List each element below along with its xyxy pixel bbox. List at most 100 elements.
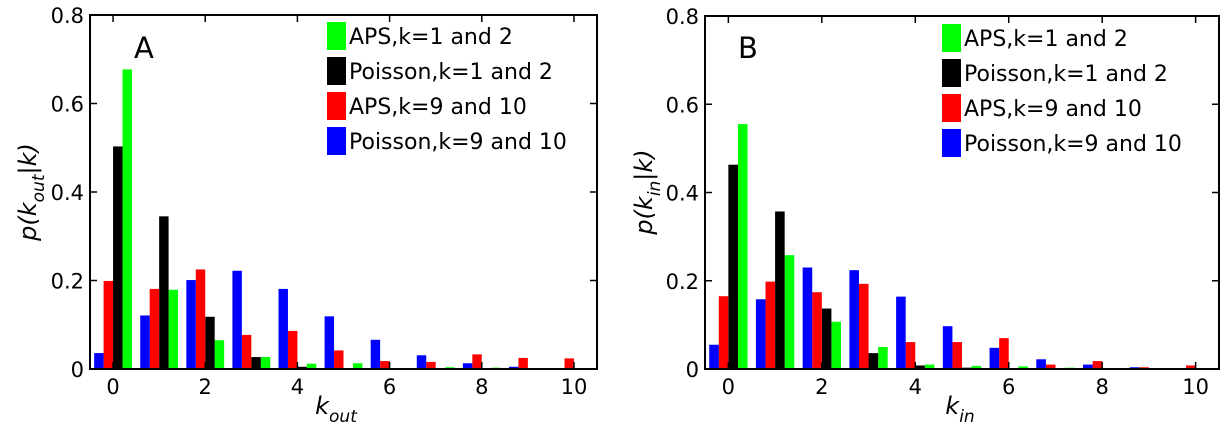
legend-label: Poisson,k=9 and 10 [964, 132, 1182, 157]
legend-swatch [327, 57, 346, 85]
legend-swatch [942, 24, 961, 52]
bar-2-x2 [821, 308, 832, 369]
legend-B: APS,k=1 and 2 Poisson,k=1 and 2 APS,k=9 an… [942, 24, 1182, 157]
x-tick-label: 10 [1182, 375, 1209, 399]
legend-label: Poisson,k=9 and 10 [349, 130, 567, 155]
x-tick-label: 8 [1095, 375, 1108, 399]
x-tick-label: 8 [475, 375, 488, 399]
bar-3-x8 [1092, 361, 1103, 369]
bar-2-x2 [205, 316, 215, 369]
bar-4-x5 [942, 326, 953, 369]
legend-swatch [327, 22, 346, 50]
legend-swatch [942, 129, 961, 157]
y-tick-label: 0.4 [666, 182, 699, 206]
y-tick-label: 0 [686, 358, 699, 382]
x-tick-label: 0 [106, 375, 119, 399]
y-axis-label: p(kout|k) [14, 143, 49, 242]
bar-1-x0 [122, 69, 132, 370]
bar-4-x6 [989, 347, 1000, 369]
bar-2-x3 [868, 353, 879, 369]
panel-letter: B [738, 31, 758, 65]
x-tick-label: 4 [909, 375, 922, 399]
x-tick-label: 10 [561, 375, 588, 399]
bar-4-x4 [278, 288, 288, 369]
bar-3-x3 [241, 334, 252, 369]
x-tick-label: 6 [1002, 375, 1015, 399]
bar-3-x0 [103, 280, 114, 369]
bar-4-x8 [1083, 364, 1093, 369]
legend-label: APS,k=1 and 2 [349, 25, 513, 50]
bar-1-x5 [352, 363, 363, 369]
bar-3-x5 [334, 350, 344, 369]
bar-1-x4 [306, 363, 317, 369]
bar-3-x4 [905, 342, 916, 369]
bars-B [709, 124, 1196, 369]
ticks-B: 0 2 4 6 8 10 0 0.2 0.4 0.6 0.8 [666, 5, 1219, 399]
bar-4-x5 [324, 316, 335, 369]
bar-4-x7 [416, 355, 427, 369]
y-tick-label: 0.6 [666, 93, 699, 117]
bar-4-x1 [755, 299, 766, 369]
bar-3-x10 [1186, 365, 1196, 369]
y-tick-label: 0.4 [51, 181, 84, 205]
y-tick-label: 0.2 [51, 270, 84, 294]
bar-3-x2 [195, 269, 206, 369]
legend-label: APS,k=1 and 2 [964, 27, 1128, 52]
bar-1-x3 [878, 346, 888, 369]
bar-4-x2 [186, 280, 196, 369]
x-tick-label: 6 [383, 375, 396, 399]
bar-1-x4 [924, 364, 935, 369]
bar-2-x1 [775, 211, 785, 369]
y-tick-label: 0 [71, 358, 84, 382]
x-tick-label: 2 [199, 375, 212, 399]
bar-4-x7 [1036, 359, 1046, 369]
legend-label: Poisson,k=1 and 2 [349, 60, 553, 85]
bar-3-x6 [380, 361, 390, 369]
bar-4-x2 [802, 267, 813, 369]
y-tick-label: 0.6 [51, 93, 84, 117]
y-axis-label: p(kin|k) [630, 149, 665, 235]
bar-2-x0 [113, 146, 123, 369]
x-axis-label: kout [315, 392, 358, 427]
bar-3-x1 [765, 281, 776, 369]
x-tick-label: 2 [815, 375, 828, 399]
bar-3-x3 [858, 283, 869, 369]
bar-3-x2 [812, 292, 822, 369]
legend-swatch [942, 94, 961, 122]
bar-3-x6 [999, 338, 1009, 369]
bar-1-x1 [168, 289, 179, 369]
bar-1-x5 [971, 365, 982, 369]
bar-2-x1 [159, 216, 169, 369]
bar-4-x1 [140, 315, 150, 369]
bar-3-x1 [149, 288, 160, 369]
legend-label: APS,k=9 and 10 [964, 97, 1142, 122]
bar-4-x8 [462, 363, 473, 369]
legend-label: Poisson,k=1 and 2 [964, 62, 1168, 87]
bar-3-x9 [518, 357, 528, 369]
bar-4-x0 [94, 353, 104, 369]
bar-3-x7 [426, 361, 436, 369]
bar-3-x5 [952, 342, 962, 369]
bar-3-x4 [287, 330, 298, 369]
y-tick-label: 0.8 [666, 5, 699, 29]
ticks-A: 0 2 4 6 8 10 0 0.2 0.4 0.6 0.8 [51, 4, 597, 399]
bar-4-x6 [370, 339, 381, 369]
bar-4-x0 [709, 344, 719, 369]
bar-2-x4 [297, 366, 307, 369]
bar-4-x9 [508, 366, 519, 369]
legend-swatch [327, 92, 346, 120]
legend-label: APS,k=9 and 10 [349, 95, 527, 120]
x-tick-label: 4 [291, 375, 304, 399]
legend-A: APS,k=1 and 2 Poisson,k=1 and 2 APS,k=9 an… [327, 22, 567, 155]
bar-3-x7 [1045, 364, 1056, 369]
bar-4-x4 [896, 296, 906, 369]
legend-swatch [327, 127, 346, 155]
bar-1-x0 [737, 124, 748, 369]
bar-4-x3 [849, 270, 859, 369]
bar-2-x3 [251, 357, 261, 369]
bar-3-x10 [564, 358, 574, 369]
x-tick-label: 0 [722, 375, 735, 399]
y-tick-label: 0.8 [51, 4, 84, 28]
